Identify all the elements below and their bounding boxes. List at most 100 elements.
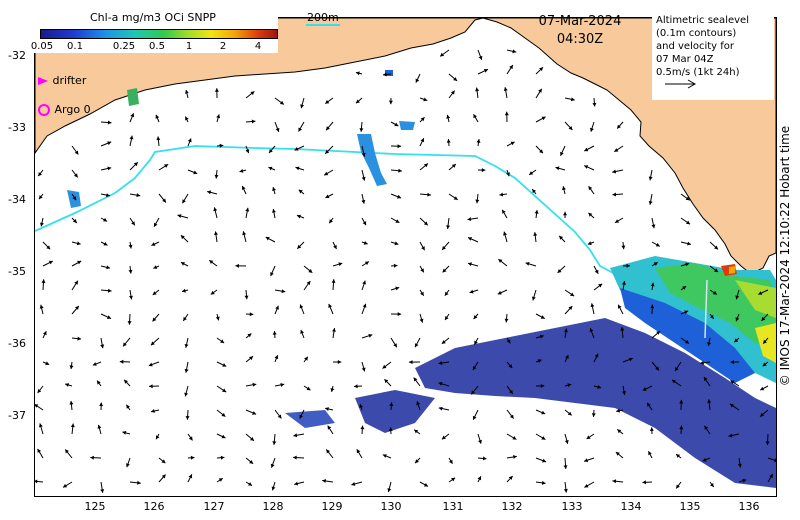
lon-tick: 129 bbox=[321, 500, 343, 513]
velocity-arrowhead bbox=[450, 90, 455, 95]
velocity-arrowhead bbox=[222, 363, 227, 367]
velocity-arrowhead bbox=[362, 280, 366, 285]
velocity-arrowhead bbox=[730, 380, 735, 385]
velocity-arrowhead bbox=[39, 304, 44, 309]
velocity-arrowhead bbox=[337, 360, 342, 364]
velocity-arrowhead bbox=[503, 87, 508, 91]
lon-tick: 132 bbox=[501, 500, 523, 513]
velocity-arrowhead bbox=[333, 245, 337, 249]
legend-line: (0.1m contours) bbox=[656, 28, 737, 39]
velocity-arrowhead bbox=[525, 262, 530, 266]
velocity-arrowhead bbox=[587, 241, 592, 245]
velocity-arrowhead bbox=[532, 189, 536, 194]
velocity-arrowhead bbox=[472, 366, 477, 370]
swath-edge bbox=[704, 279, 708, 339]
velocity-arrowhead bbox=[423, 221, 428, 226]
velocity-arrowhead bbox=[565, 355, 569, 359]
velocity-arrowhead bbox=[39, 423, 43, 428]
velocity-arrowhead bbox=[77, 336, 82, 341]
velocity-arrowhead bbox=[265, 237, 270, 241]
velocity-arrowhead bbox=[729, 403, 734, 408]
velocity-arrowhead bbox=[617, 429, 622, 434]
velocity-arrowhead bbox=[72, 219, 77, 223]
velocity-arrowhead bbox=[707, 342, 711, 346]
velocity-arrowhead bbox=[274, 355, 279, 360]
velocity-arrowhead bbox=[685, 262, 690, 267]
velocity-arrowhead bbox=[393, 343, 397, 348]
velocity-arrowhead bbox=[37, 448, 42, 453]
velocity-arrowhead bbox=[182, 288, 186, 293]
velocity-arrowhead bbox=[298, 189, 303, 194]
velocity-arrowhead bbox=[356, 449, 361, 454]
colorbar-tick: 0.5 bbox=[149, 41, 165, 52]
velocity-arrowhead bbox=[359, 404, 363, 408]
velocity-arrowhead bbox=[188, 474, 193, 479]
velocity-arrowhead bbox=[475, 87, 480, 92]
velocity-arrowhead bbox=[382, 364, 387, 369]
velocity-arrowhead bbox=[563, 465, 568, 469]
velocity-arrowhead bbox=[415, 78, 420, 83]
velocity-arrowhead bbox=[297, 244, 302, 249]
velocity-arrowhead bbox=[420, 138, 425, 143]
velocity-arrowhead bbox=[149, 384, 153, 389]
velocity-arrowhead bbox=[137, 480, 141, 485]
velocity-arrowhead bbox=[710, 314, 714, 319]
velocity-arrowhead bbox=[509, 389, 513, 394]
velocity-arrowhead bbox=[70, 423, 75, 428]
velocity-arrowhead bbox=[387, 488, 392, 492]
velocity-arrowhead bbox=[761, 316, 766, 321]
velocity-arrowhead bbox=[656, 331, 661, 335]
velocity-arrowhead bbox=[150, 341, 155, 346]
velocity-arrowhead bbox=[280, 383, 285, 387]
velocity-arrowhead bbox=[413, 377, 418, 382]
velocity-arrowhead bbox=[297, 214, 301, 219]
velocity-arrowhead bbox=[97, 380, 101, 385]
velocity-arrowhead bbox=[359, 128, 364, 132]
velocity-arrowhead bbox=[651, 224, 656, 229]
velocity-arrowhead bbox=[539, 334, 544, 339]
velocity-arrowhead bbox=[269, 149, 273, 153]
velocity-arrowhead bbox=[468, 262, 472, 267]
velocity-arrowhead bbox=[126, 404, 130, 409]
velocity-arrowhead bbox=[74, 280, 78, 285]
lat-tick: -36 bbox=[8, 337, 26, 350]
lon-tick: 126 bbox=[143, 500, 165, 513]
velocity-arrowhead bbox=[119, 359, 124, 364]
velocity-arrowhead bbox=[686, 220, 690, 225]
lon-tick: 130 bbox=[380, 500, 402, 513]
velocity-arrowhead bbox=[35, 404, 39, 408]
velocity-arrowhead bbox=[299, 414, 303, 419]
velocity-arrowhead bbox=[762, 362, 767, 367]
velocity-arrowhead bbox=[100, 344, 105, 349]
velocity-arrowhead bbox=[655, 366, 659, 371]
argo-legend: Argo 0 bbox=[37, 103, 91, 117]
colorbar-title: Chl-a mg/m3 OCi SNPP bbox=[90, 11, 216, 24]
velocity-arrowhead bbox=[272, 187, 276, 191]
velocity-arrowhead bbox=[304, 356, 308, 361]
velocity-arrowhead bbox=[277, 414, 282, 419]
velocity-arrowhead bbox=[362, 303, 367, 308]
velocity-arrowhead bbox=[421, 246, 425, 251]
velocity-arrowhead bbox=[584, 165, 589, 169]
velocity-arrowhead bbox=[650, 282, 655, 287]
velocity-arrowhead bbox=[504, 318, 509, 323]
velocity-arrowhead bbox=[214, 88, 219, 92]
velocity-arrowhead bbox=[472, 415, 477, 420]
velocity-arrowhead bbox=[477, 476, 482, 481]
velocity-arrowhead bbox=[438, 406, 443, 411]
argo-label: Argo 0 bbox=[54, 103, 91, 116]
time-text: 04:30Z bbox=[556, 32, 604, 47]
velocity-arrowhead bbox=[69, 365, 74, 370]
velocity-arrowhead bbox=[252, 382, 257, 387]
velocity-arrowhead bbox=[393, 263, 398, 268]
velocity-arrowhead bbox=[416, 401, 421, 406]
velocity-arrowhead bbox=[420, 268, 424, 273]
lon-tick: 134 bbox=[620, 500, 642, 513]
velocity-arrowhead bbox=[127, 321, 132, 325]
colorbar-tick: 0.25 bbox=[112, 41, 136, 52]
velocity-arrowhead bbox=[441, 435, 446, 440]
velocity-arrowhead bbox=[710, 483, 714, 487]
velocity-arrowhead bbox=[765, 441, 770, 445]
velocity-arrowhead bbox=[712, 290, 717, 295]
velocity-arrowhead bbox=[65, 449, 69, 454]
